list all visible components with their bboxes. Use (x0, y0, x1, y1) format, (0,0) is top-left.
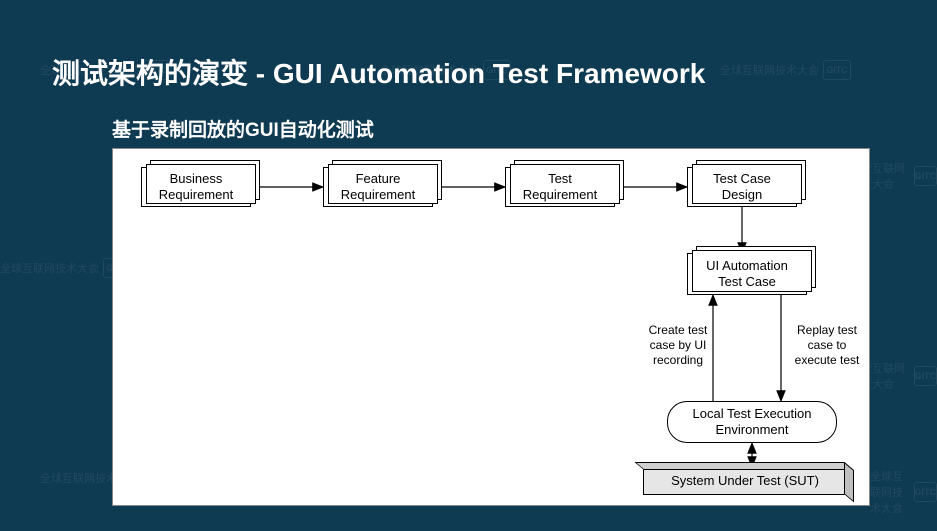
slide-title: 测试架构的演变 - GUI Automation Test Framework (52, 52, 705, 92)
node-biz: BusinessRequirement (141, 167, 251, 207)
edge-label: Create testcase by UIrecording (643, 323, 713, 368)
slide-subtitle: 基于录制回放的GUI自动化测试 (112, 115, 374, 142)
node-ltee: Local Test ExecutionEnvironment (667, 401, 837, 443)
watermark: 全球互联网技术大会GITC (720, 60, 851, 80)
node-treq: TestRequirement (505, 167, 615, 207)
node-tcd: Test CaseDesign (687, 167, 797, 207)
node-uiat: UI AutomationTest Case (687, 253, 807, 295)
node-feat: FeatureRequirement (323, 167, 433, 207)
node-sut: System Under Test (SUT) (643, 467, 847, 495)
flowchart-diagram: BusinessRequirement FeatureRequirement Tes… (112, 148, 870, 506)
watermark: 全球互联网技术大会GITC (870, 468, 937, 516)
edge-label: Replay testcase toexecute test (789, 323, 865, 368)
